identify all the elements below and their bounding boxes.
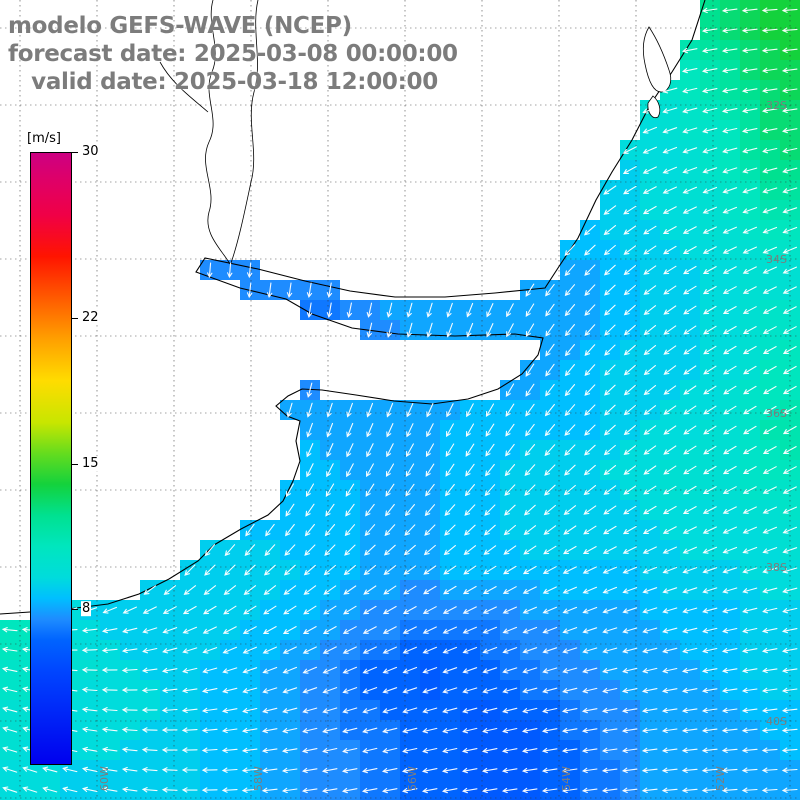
latitude-label: 36S	[766, 407, 787, 420]
colorbar-tick-mark	[72, 152, 78, 153]
river-paths	[159, 0, 259, 265]
colorbar-tick-mark	[72, 318, 78, 320]
longitude-label: 60W	[98, 766, 111, 791]
longitude-label: 54W	[560, 766, 573, 791]
colorbar-tick-label: 30	[81, 144, 100, 160]
latitude-label: 32S	[766, 99, 787, 112]
latitude-labels: 32S 34S 36S 38S 40S	[766, 99, 787, 728]
colorbar-tick-label: 22	[81, 310, 100, 326]
colorbar-unit-label: [m/s]	[26, 131, 62, 146]
latitude-label: 38S	[766, 561, 787, 574]
map-titles: modelo GEFS-WAVE (NCEP) forecast date: 2…	[8, 12, 458, 96]
colorbar-tick-label: 15	[81, 455, 100, 471]
model-title: modelo GEFS-WAVE (NCEP)	[8, 13, 352, 39]
wind-arrow-layer	[1, 7, 798, 794]
longitude-label: 56W	[406, 766, 419, 791]
valid-date-label: valid date: 2025-03-18 12:00:00	[8, 69, 438, 95]
longitude-label: 52W	[714, 766, 727, 791]
colorbar: [m/s] 30 22 15 8	[26, 131, 100, 765]
longitude-labels: 60W 58W 56W 54W 52W	[98, 766, 727, 791]
colorbar-tick-mark	[72, 463, 78, 465]
longitude-label: 58W	[252, 766, 265, 791]
colorbar-gradient	[30, 152, 72, 765]
coastline-layer	[0, 0, 706, 615]
coastline-path	[0, 0, 706, 615]
lagoon-outlines	[642, 26, 672, 119]
colorbar-tick-mark	[72, 609, 78, 611]
colorbar-tick-label: 8	[81, 601, 92, 617]
forecast-date-label: forecast date: 2025-03-08 00:00:00	[8, 41, 458, 67]
latitude-label: 34S	[766, 253, 787, 266]
latitude-label: 40S	[766, 715, 787, 728]
